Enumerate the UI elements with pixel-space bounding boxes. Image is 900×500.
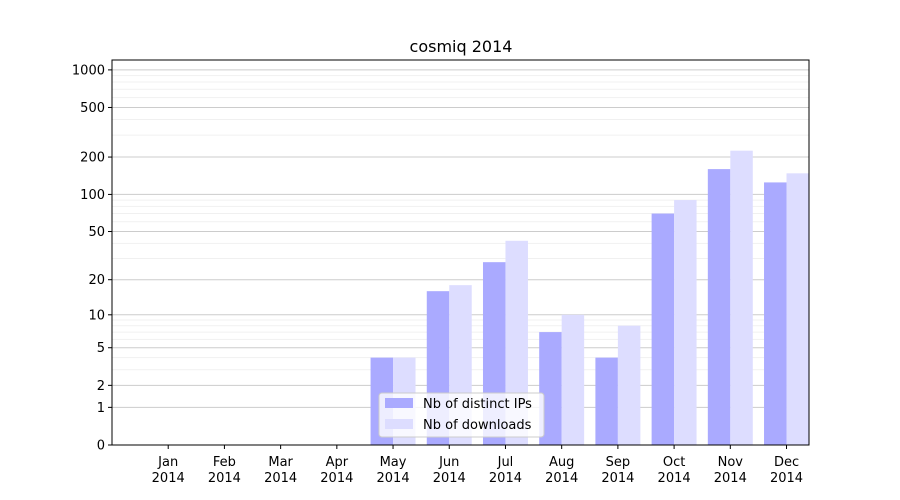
bar-distinct-ips bbox=[595, 357, 618, 445]
x-tick-label: 2014 bbox=[377, 471, 410, 486]
x-tick-label: Jul bbox=[497, 455, 514, 470]
x-tick-label: Dec bbox=[774, 455, 799, 470]
x-tick-label: 2014 bbox=[545, 471, 578, 486]
x-tick-label: 2014 bbox=[658, 471, 691, 486]
x-axis: Jan2014Feb2014Mar2014Apr2014May2014Jun20… bbox=[152, 445, 803, 486]
bar-downloads bbox=[730, 150, 753, 445]
bar-downloads bbox=[561, 314, 585, 445]
x-tick-label: Apr bbox=[326, 455, 349, 470]
legend-swatch bbox=[385, 398, 413, 408]
x-tick-label: 2014 bbox=[433, 471, 466, 486]
y-tick-label: 100 bbox=[80, 188, 105, 203]
y-tick-label: 10 bbox=[88, 308, 105, 323]
bar-downloads bbox=[786, 173, 809, 445]
x-tick-label: Jan bbox=[157, 455, 178, 470]
y-tick-label: 50 bbox=[88, 225, 105, 240]
x-tick-label: Oct bbox=[663, 455, 685, 470]
legend: Nb of distinct IPs Nb of downloads bbox=[378, 392, 545, 438]
bar-distinct-ips bbox=[539, 332, 562, 445]
plot-frame bbox=[111, 59, 810, 446]
x-tick-label: 2014 bbox=[152, 471, 185, 486]
y-tick-label: 0 bbox=[97, 439, 105, 454]
bar-distinct-ips bbox=[651, 213, 675, 445]
x-tick-label: Aug bbox=[549, 455, 574, 470]
y-tick-label: 1000 bbox=[72, 63, 105, 78]
x-tick-label: 2014 bbox=[770, 471, 803, 486]
x-tick-label: 2014 bbox=[601, 471, 634, 486]
x-tick-label: 2014 bbox=[208, 471, 241, 486]
y-tick-label: 1 bbox=[97, 401, 105, 416]
bar-distinct-ips bbox=[707, 169, 731, 445]
bars bbox=[370, 150, 809, 445]
x-tick-label: Sep bbox=[606, 455, 631, 470]
bar-distinct-ips bbox=[764, 182, 787, 445]
y-tick-label: 5 bbox=[97, 341, 105, 356]
x-tick-label: 2014 bbox=[320, 471, 353, 486]
y-tick-label: 2 bbox=[97, 379, 105, 394]
legend-box bbox=[378, 392, 545, 438]
x-tick-label: 2014 bbox=[264, 471, 297, 486]
x-tick-label: May bbox=[380, 455, 407, 470]
x-tick-label: 2014 bbox=[489, 471, 522, 486]
x-tick-label: Nov bbox=[718, 455, 744, 470]
y-tick-label: 200 bbox=[80, 151, 105, 166]
legend-label: Nb of downloads bbox=[423, 418, 532, 433]
x-tick-label: Feb bbox=[213, 455, 236, 470]
chart-title: cosmiq 2014 bbox=[410, 37, 513, 56]
y-axis: 0 1 2 5 10 20 50 100 200 500 1000 bbox=[72, 63, 112, 454]
x-tick-label: Jun bbox=[438, 455, 459, 470]
legend-label: Nb of distinct IPs bbox=[423, 397, 532, 412]
x-tick-label: Mar bbox=[268, 455, 293, 470]
y-tick-label: 20 bbox=[88, 273, 105, 288]
y-tick-label: 500 bbox=[80, 101, 105, 116]
x-tick-label: 2014 bbox=[714, 471, 747, 486]
bar-downloads bbox=[617, 325, 641, 445]
bar-downloads bbox=[674, 200, 697, 445]
legend-swatch bbox=[385, 419, 413, 429]
